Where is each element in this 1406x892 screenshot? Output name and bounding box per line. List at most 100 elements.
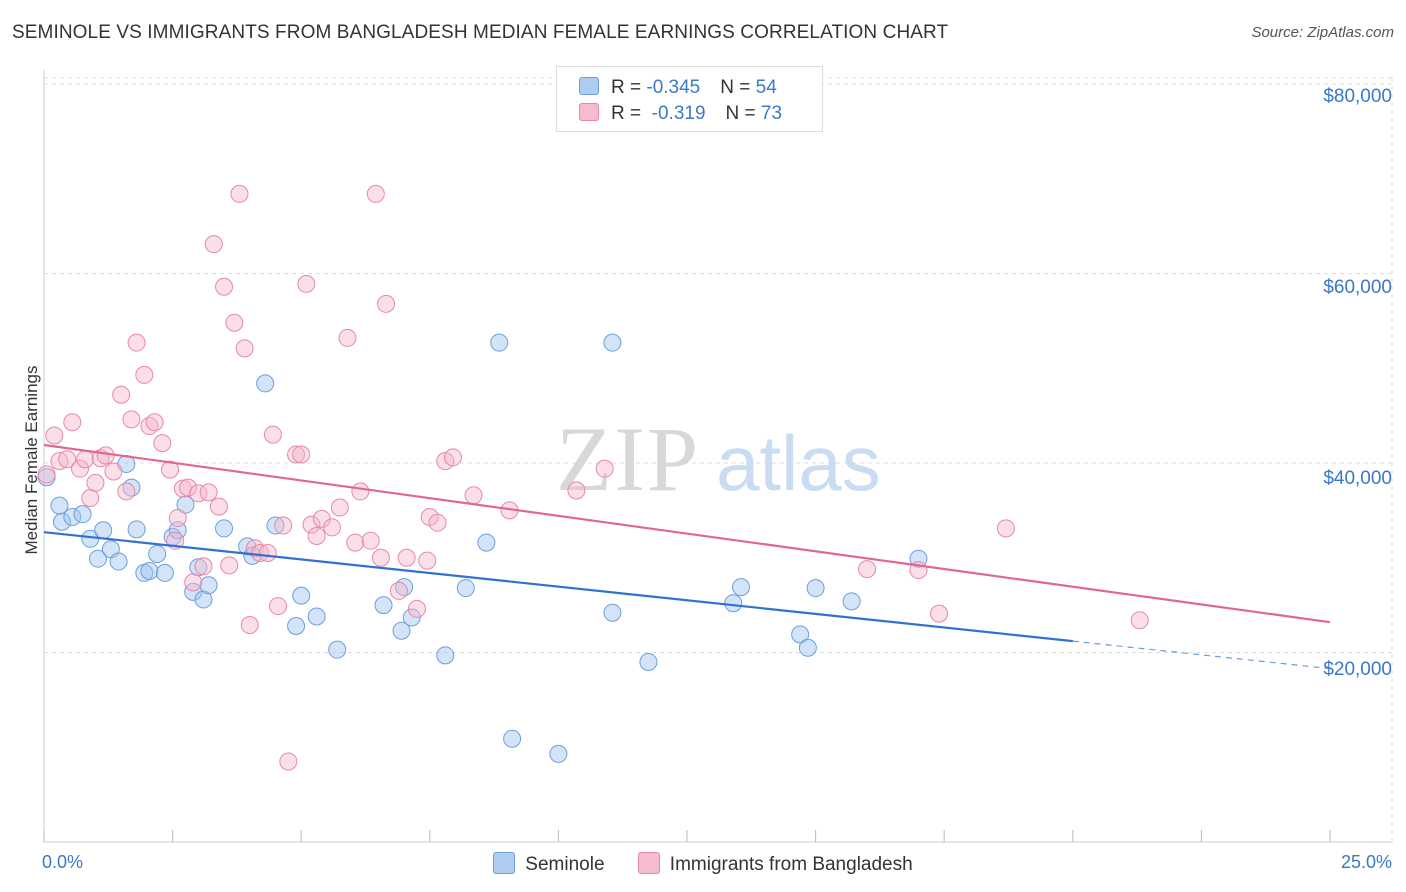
point-bangladesh [81, 489, 100, 508]
trend-line-bangladesh [43, 443, 1331, 624]
point-seminole [199, 576, 218, 595]
watermark-zip: ZIP [556, 408, 700, 510]
point-bangladesh [37, 465, 56, 484]
point-seminole [155, 563, 174, 582]
point-bangladesh [199, 483, 218, 502]
point-bangladesh [330, 498, 349, 517]
bottom-legend-seminole: Seminole [493, 852, 605, 876]
point-bangladesh [71, 459, 90, 478]
point-bangladesh [323, 518, 342, 537]
point-seminole [287, 616, 306, 635]
point-seminole [109, 552, 128, 571]
point-seminole [490, 333, 509, 352]
point-bangladesh [168, 508, 187, 527]
point-seminole [732, 578, 751, 597]
point-bangladesh [145, 413, 164, 432]
point-seminole [549, 744, 568, 763]
bottom-legend: Seminole Immigrants from Bangladesh [0, 852, 1406, 876]
point-bangladesh [240, 616, 259, 635]
point-bangladesh [204, 235, 223, 254]
point-seminole [392, 621, 411, 640]
point-seminole [194, 590, 213, 609]
bottom-legend-bangladesh: Immigrants from Bangladesh [637, 852, 913, 876]
point-bangladesh [127, 333, 146, 352]
point-bangladesh [346, 533, 365, 552]
point-bangladesh [996, 519, 1015, 538]
point-bangladesh [209, 497, 228, 516]
point-bangladesh [269, 597, 288, 616]
legend-n-label: N = [720, 77, 756, 98]
x-tick-label-min: 0.0% [42, 852, 84, 872]
point-seminole [806, 579, 825, 598]
point-seminole [328, 640, 347, 659]
point-seminole [724, 594, 743, 613]
point-seminole [140, 562, 159, 581]
point-bangladesh [58, 450, 77, 469]
trend-line-seminole [43, 531, 1073, 643]
legend-n-value-seminole: 54 [755, 77, 777, 98]
point-bangladesh [122, 410, 141, 429]
point-bangladesh [338, 328, 357, 347]
source-label: Source: ZipAtlas.com [1251, 24, 1394, 41]
point-bangladesh [279, 752, 298, 771]
point-bangladesh [371, 548, 390, 567]
point-seminole [456, 579, 475, 598]
point-bangladesh [428, 513, 447, 532]
point-bangladesh [161, 460, 180, 479]
point-seminole [94, 521, 113, 540]
legend-r-label: R = [611, 77, 647, 98]
chart-title: SEMINOLE VS IMMIGRANTS FROM BANGLADESH M… [12, 22, 949, 43]
point-bangladesh [235, 339, 254, 358]
point-bangladesh [397, 548, 416, 567]
point-bangladesh [567, 481, 586, 500]
point-bangladesh [63, 413, 82, 432]
point-bangladesh [117, 482, 136, 501]
point-bangladesh [418, 551, 437, 570]
trend-lines [43, 443, 1331, 670]
point-bangladesh [443, 448, 462, 467]
point-bangladesh [263, 425, 282, 444]
point-bangladesh [184, 573, 203, 592]
point-bangladesh [112, 385, 131, 404]
point-bangladesh [407, 599, 426, 618]
point-seminole [63, 508, 82, 527]
axes [43, 70, 1392, 843]
point-seminole [477, 533, 496, 552]
point-bangladesh [135, 365, 154, 384]
point-seminole [402, 608, 421, 627]
point-seminole [436, 646, 455, 665]
point-seminole [184, 582, 203, 601]
legend-n-value-bangladesh: 73 [760, 103, 783, 124]
point-seminole [256, 374, 275, 393]
watermark: ZIP atlas [556, 408, 881, 510]
legend-swatch-bangladesh [579, 103, 599, 121]
y-tick-label-20000: $20,000 [1323, 659, 1392, 680]
bottom-legend-label-bangladesh: Immigrants from Bangladesh [669, 854, 913, 875]
point-seminole [603, 603, 622, 622]
point-seminole [791, 625, 810, 644]
point-bangladesh [302, 515, 321, 534]
point-bangladesh [220, 556, 239, 575]
y-axis-label: Median Female Earnings [22, 365, 41, 555]
y-tick-label-60000: $60,000 [1323, 277, 1392, 298]
point-seminole [503, 729, 522, 748]
point-bangladesh [1130, 611, 1149, 630]
point-seminole [374, 596, 393, 615]
stats-legend: R = -0.345 N = 54 R = -0.319 N = 73 [556, 66, 823, 132]
bottom-legend-label-seminole: Seminole [525, 854, 605, 875]
point-bangladesh [225, 313, 244, 332]
point-bangladesh [361, 531, 380, 550]
point-bangladesh [464, 486, 483, 505]
point-bangladesh [366, 184, 385, 203]
point-seminole [798, 638, 817, 657]
point-bangladesh [389, 581, 408, 600]
legend-n-label: N = [725, 103, 761, 124]
y-tick-label-80000: $80,000 [1323, 86, 1392, 107]
point-seminole [215, 519, 234, 538]
bottom-legend-swatch-seminole [493, 852, 516, 874]
point-bangladesh [377, 294, 396, 313]
point-bangladesh [858, 560, 877, 579]
point-bangladesh [351, 482, 370, 501]
point-bangladesh [153, 434, 172, 453]
point-seminole [842, 592, 861, 611]
